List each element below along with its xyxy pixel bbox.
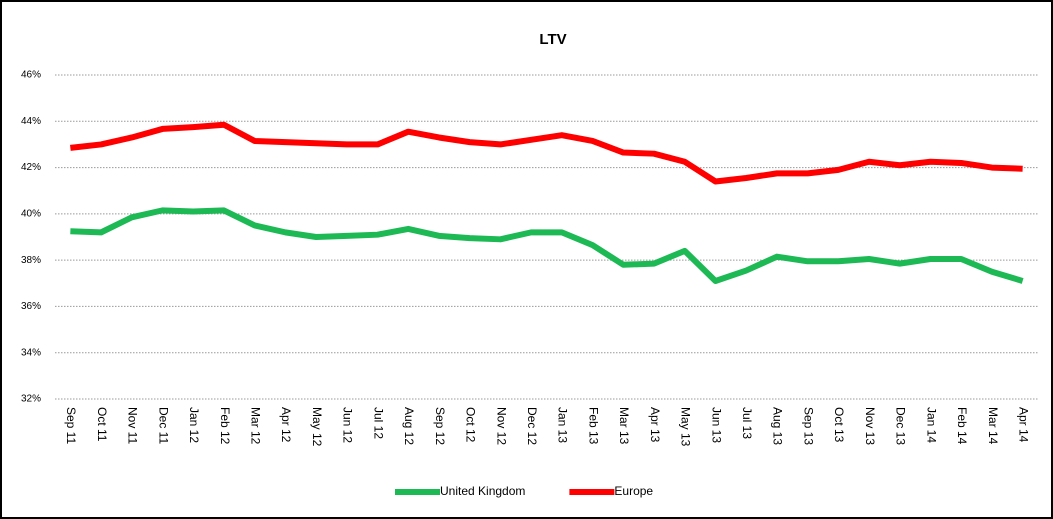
y-tick-label: 32%: [21, 394, 41, 405]
y-tick-label: 36%: [21, 301, 41, 312]
x-tick-label: May 13: [679, 407, 693, 447]
y-tick-label: 42%: [21, 162, 41, 173]
legend-label: United Kingdom: [440, 484, 525, 498]
x-tick-label: Sep 13: [801, 407, 815, 445]
x-tick-label: Nov 12: [494, 407, 508, 445]
x-tick-label: Jan 12: [187, 407, 201, 443]
x-tick-label: Jul 12: [371, 407, 385, 439]
x-tick-label: Jun 12: [341, 407, 355, 443]
y-tick-label: 40%: [21, 208, 41, 219]
x-tick-label: Dec 12: [525, 407, 539, 445]
x-tick-label: Mar 13: [617, 407, 631, 445]
x-tick-label: Jul 13: [740, 407, 754, 439]
x-tick-label: Feb 13: [586, 407, 600, 445]
x-tick-label: Oct 12: [464, 407, 478, 443]
x-tick-label: Oct 13: [832, 407, 846, 443]
y-tick-label: 38%: [21, 255, 41, 266]
x-tick-label: Feb 14: [955, 407, 969, 445]
x-tick-label: May 12: [310, 407, 324, 447]
x-tick-label: Jan 13: [556, 407, 570, 443]
x-tick-label: Feb 12: [218, 407, 232, 445]
x-tick-label: Dec 13: [894, 407, 908, 445]
legend-label: Europe: [614, 484, 653, 498]
x-tick-label: Dec 11: [156, 407, 170, 444]
x-tick-label: Nov 11: [126, 407, 140, 444]
x-tick-label: Sep 12: [433, 407, 447, 445]
x-tick-label: Mar 14: [986, 407, 1000, 445]
x-tick-label: Aug 13: [771, 407, 785, 445]
x-tick-label: Jan 14: [924, 407, 938, 443]
x-tick-label: Apr 13: [648, 407, 662, 443]
y-tick-label: 34%: [21, 347, 41, 358]
data-line: [70, 121, 1023, 185]
y-tick-label: 44%: [21, 116, 41, 127]
chart-title: LTV: [539, 31, 566, 48]
x-tick-label: Apr 12: [279, 407, 293, 443]
x-tick-label: Mar 12: [249, 407, 263, 445]
data-line: [70, 207, 1024, 284]
y-tick-label: 46%: [21, 70, 41, 81]
x-tick-label: Sep 11: [64, 407, 78, 444]
x-tick-label: Aug 12: [402, 407, 416, 445]
x-tick-label: Jun 13: [709, 407, 723, 443]
x-tick-label: Oct 11: [95, 407, 109, 442]
x-tick-label: Apr 14: [1016, 407, 1030, 443]
x-tick-label: Nov 13: [863, 407, 877, 445]
